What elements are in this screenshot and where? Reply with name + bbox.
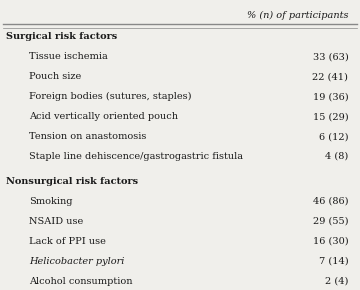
Text: 22 (41): 22 (41) — [312, 72, 348, 81]
Text: Nonsurgical risk factors: Nonsurgical risk factors — [6, 177, 139, 186]
Text: 6 (12): 6 (12) — [319, 132, 348, 141]
Text: 2 (4): 2 (4) — [325, 277, 348, 286]
Text: Alcohol consumption: Alcohol consumption — [30, 277, 133, 286]
Text: 4 (8): 4 (8) — [325, 152, 348, 161]
Text: Pouch size: Pouch size — [30, 72, 82, 81]
Text: Tension on anastomosis: Tension on anastomosis — [30, 132, 147, 141]
Text: 19 (36): 19 (36) — [313, 92, 348, 101]
Text: Foreign bodies (sutures, staples): Foreign bodies (sutures, staples) — [30, 92, 192, 101]
Text: NSAID use: NSAID use — [30, 217, 84, 226]
Text: Acid vertically oriented pouch: Acid vertically oriented pouch — [30, 112, 178, 121]
Text: Helicobacter pylori: Helicobacter pylori — [30, 257, 125, 266]
Text: 15 (29): 15 (29) — [313, 112, 348, 121]
Text: % (n) of participants: % (n) of participants — [247, 11, 348, 20]
Text: Smoking: Smoking — [30, 197, 73, 206]
Text: Lack of PPI use: Lack of PPI use — [30, 237, 106, 246]
Text: Staple line dehiscence/gastrogastric fistula: Staple line dehiscence/gastrogastric fis… — [30, 152, 243, 161]
Text: 16 (30): 16 (30) — [313, 237, 348, 246]
Text: Tissue ischemia: Tissue ischemia — [30, 52, 108, 61]
Text: 33 (63): 33 (63) — [312, 52, 348, 61]
Text: 7 (14): 7 (14) — [319, 257, 348, 266]
Text: 46 (86): 46 (86) — [313, 197, 348, 206]
Text: 29 (55): 29 (55) — [313, 217, 348, 226]
Text: Surgical risk factors: Surgical risk factors — [6, 32, 118, 41]
